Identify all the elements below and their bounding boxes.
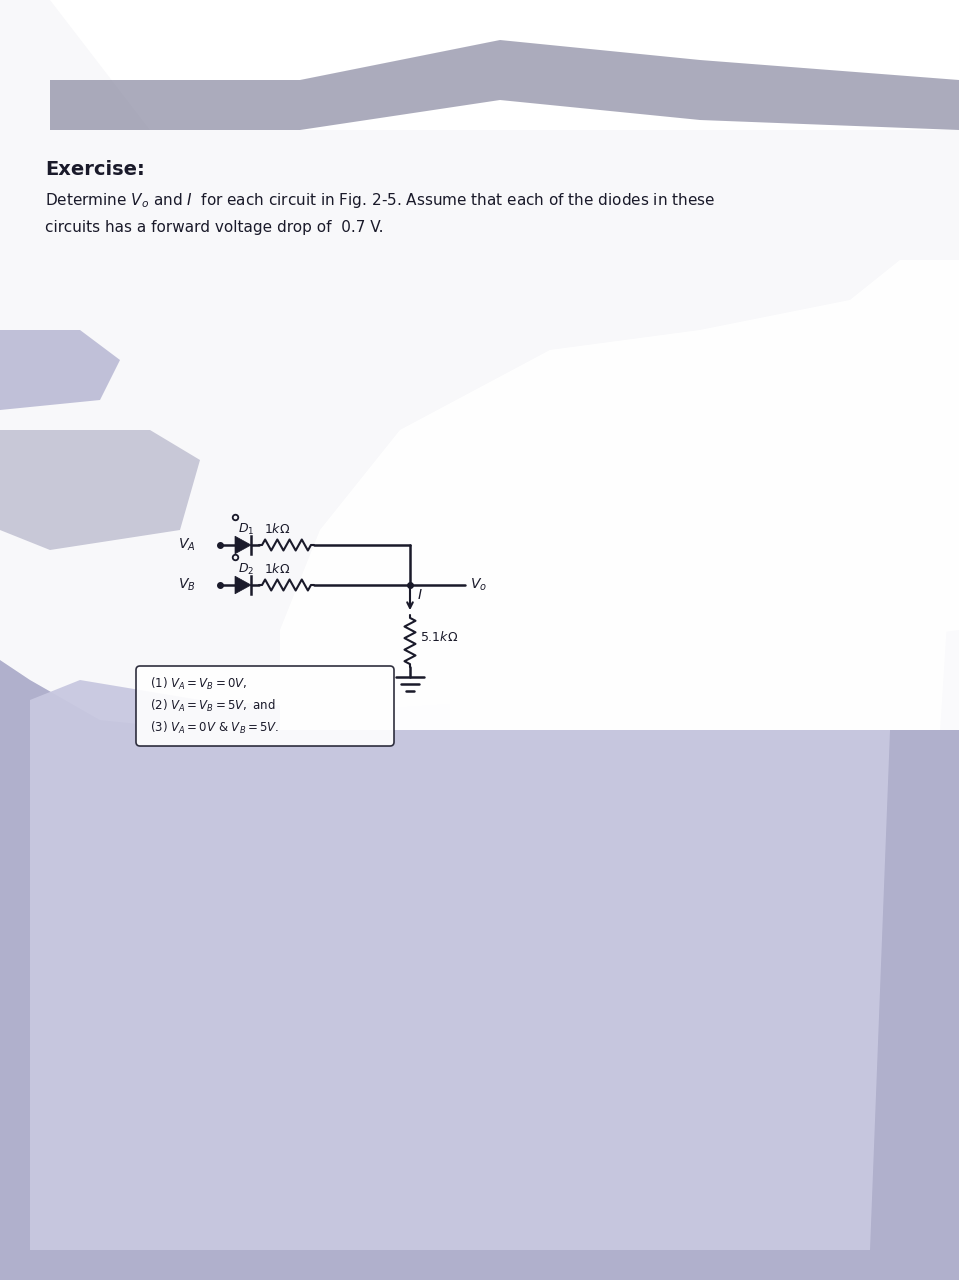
Text: $1k\Omega$: $1k\Omega$ bbox=[264, 522, 291, 536]
Text: $I$: $I$ bbox=[417, 588, 423, 602]
Text: $(2)$ $V_A = V_B = 5V,$ and: $(2)$ $V_A = V_B = 5V,$ and bbox=[150, 698, 275, 714]
Text: $V_o$: $V_o$ bbox=[470, 577, 487, 594]
Text: $V_B$: $V_B$ bbox=[178, 577, 196, 594]
Text: $1k\Omega$: $1k\Omega$ bbox=[264, 562, 291, 576]
Text: circuits has a forward voltage drop of  0.7 V.: circuits has a forward voltage drop of 0… bbox=[45, 220, 384, 236]
Polygon shape bbox=[235, 576, 251, 594]
Text: Determine $V_o$ and $I$  for each circuit in Fig. 2-5. Assume that each of the d: Determine $V_o$ and $I$ for each circuit… bbox=[45, 191, 715, 210]
Text: Exercise:: Exercise: bbox=[45, 160, 145, 179]
Text: $D_2$: $D_2$ bbox=[238, 562, 254, 577]
Polygon shape bbox=[30, 660, 890, 1251]
Polygon shape bbox=[50, 0, 959, 131]
Polygon shape bbox=[280, 260, 959, 730]
Polygon shape bbox=[235, 536, 251, 554]
Polygon shape bbox=[0, 0, 959, 740]
Text: $(3)$ $V_A = 0V$ & $V_B = 5V.$: $(3)$ $V_A = 0V$ & $V_B = 5V.$ bbox=[150, 719, 279, 736]
Polygon shape bbox=[0, 330, 120, 410]
Polygon shape bbox=[450, 330, 959, 730]
Text: $5.1k\Omega$: $5.1k\Omega$ bbox=[420, 630, 458, 644]
FancyBboxPatch shape bbox=[136, 666, 394, 746]
Text: $V_A$: $V_A$ bbox=[178, 538, 196, 553]
Text: $(1)$ $V_A = V_B = 0V,$: $(1)$ $V_A = V_B = 0V,$ bbox=[150, 676, 247, 692]
Text: $D_1$: $D_1$ bbox=[238, 522, 254, 538]
Polygon shape bbox=[50, 40, 959, 131]
Polygon shape bbox=[0, 430, 200, 550]
